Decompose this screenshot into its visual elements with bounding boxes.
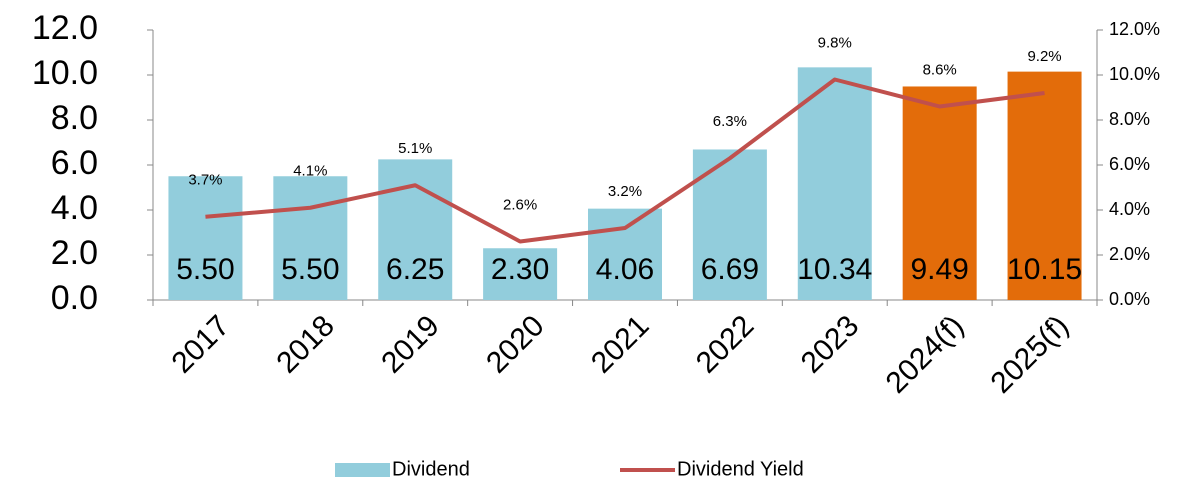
bar <box>273 176 348 300</box>
y2-tick-label: 4.0% <box>1109 199 1150 219</box>
y2-tick-label: 0.0% <box>1109 289 1150 309</box>
line-value-label: 4.1% <box>293 163 327 180</box>
line-value-label: 9.2% <box>1027 48 1061 65</box>
x-tick-label: 2024(f) <box>880 309 971 400</box>
x-tick-label: 2023 <box>795 309 866 380</box>
bar-value-label: 6.25 <box>386 253 444 286</box>
line <box>205 77 1045 244</box>
bar-value-label: 4.06 <box>596 253 654 286</box>
y-tick-label: 2.0 <box>51 234 98 272</box>
line-value-label: 3.2% <box>608 183 642 200</box>
bar <box>483 248 558 300</box>
x-tick-label: 2025(f) <box>985 309 1076 400</box>
bar <box>902 86 977 300</box>
x-tick-label: 2017 <box>165 309 236 380</box>
y2-tick-label: 8.0% <box>1109 109 1150 129</box>
y-tick-label: 10.0 <box>32 54 98 92</box>
y-tick-label: 12.0 <box>32 9 98 47</box>
x-tick-label: 2019 <box>375 309 446 380</box>
bar <box>797 67 872 300</box>
line-value-label: 8.6% <box>923 61 957 78</box>
y2-tick-label: 12.0% <box>1109 19 1160 39</box>
line-value-label: 2.6% <box>503 196 537 213</box>
y-tick-label: 4.0 <box>51 189 98 227</box>
line-value-label: 3.7% <box>188 172 222 189</box>
y2-tick-label: 2.0% <box>1109 244 1150 264</box>
line-value-label: 5.1% <box>398 140 432 157</box>
y-tick-label: 6.0 <box>51 144 98 182</box>
bar-value-label: 10.34 <box>797 253 872 286</box>
bar-value-label: 6.69 <box>701 253 759 286</box>
line-value-label: 9.8% <box>818 34 852 51</box>
line-value-label: 6.3% <box>713 113 747 130</box>
bar <box>588 208 662 300</box>
y-tick-label: 8.0 <box>51 99 98 137</box>
legend-swatch <box>335 463 390 477</box>
bar-value-label: 9.49 <box>910 253 968 286</box>
legend-label: Dividend <box>392 458 470 480</box>
bar-value-label: 2.30 <box>491 253 549 286</box>
x-tick-label: 2021 <box>585 309 656 380</box>
y2-tick-label: 6.0% <box>1109 154 1150 174</box>
x-tick-label: 2020 <box>480 309 551 380</box>
x-tick-label: 2018 <box>270 309 341 380</box>
y-tick-label: 0.0 <box>51 279 98 317</box>
legend-label: Dividend Yield <box>677 458 804 480</box>
bar-value-label: 10.15 <box>1007 253 1082 286</box>
x-tick-label: 2022 <box>690 309 761 380</box>
bar <box>1007 71 1082 300</box>
bar <box>168 176 243 300</box>
y2-tick-label: 10.0% <box>1109 64 1160 84</box>
bar-value-label: 5.50 <box>176 253 234 286</box>
bar <box>378 159 453 300</box>
bar-value-label: 5.50 <box>281 253 339 286</box>
